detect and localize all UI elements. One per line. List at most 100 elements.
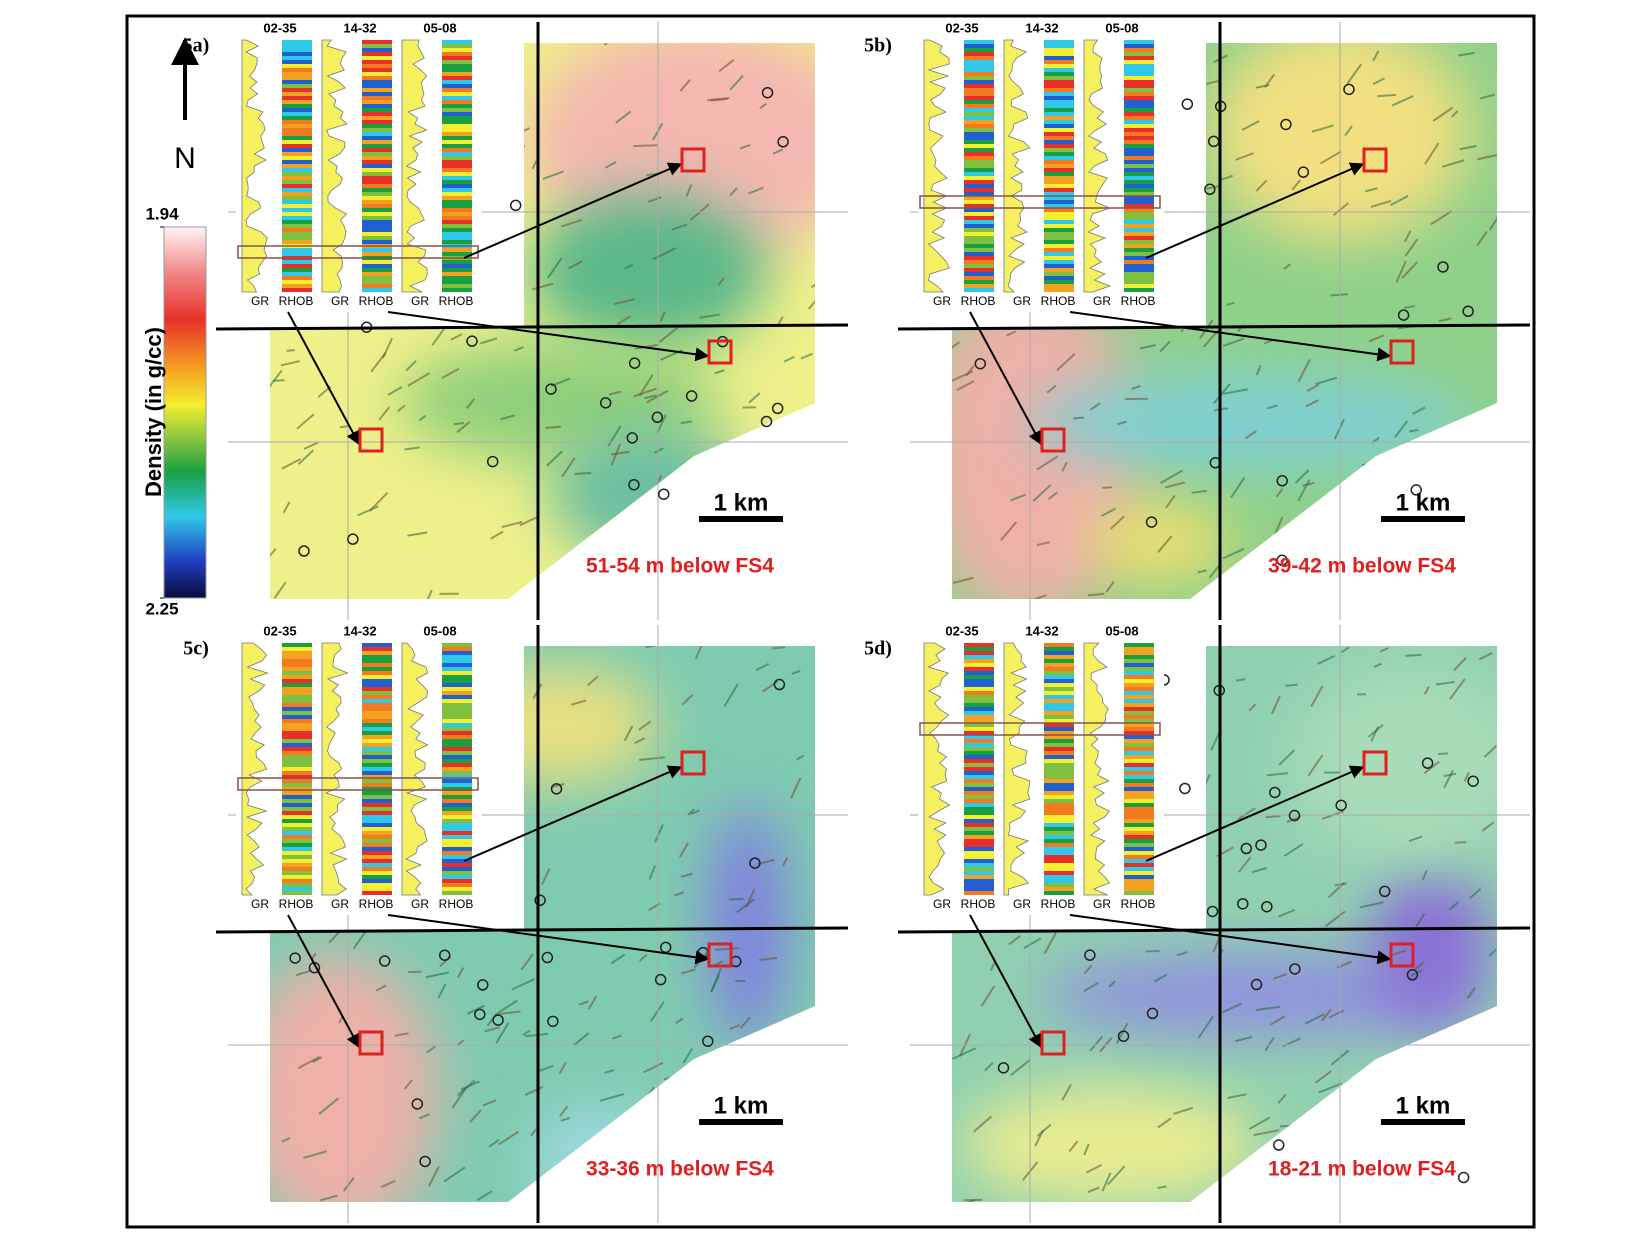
rhob-band [1124, 228, 1154, 232]
map-streak [1159, 469, 1184, 484]
rhob-band [1044, 879, 1074, 883]
rhob-band [964, 791, 994, 795]
rhob-band [964, 723, 994, 727]
rhob-band [442, 799, 472, 803]
rhob-band [362, 204, 392, 208]
map-streak [1310, 685, 1324, 708]
rhob-band [1124, 723, 1154, 727]
map-streak [469, 1109, 482, 1123]
rhob-band [362, 144, 392, 148]
map-streak [1330, 537, 1342, 549]
map-streak [1197, 569, 1207, 574]
rhob-band [362, 651, 392, 655]
map-streak [1247, 584, 1264, 589]
rhob-band [362, 695, 392, 699]
map-streak [378, 406, 390, 421]
map-streak [1266, 404, 1279, 410]
rhob-band [1124, 276, 1154, 280]
well-symbol [761, 86, 774, 99]
map-streak [1347, 1140, 1359, 1153]
well-symbol [773, 678, 786, 691]
rhob-band [442, 727, 472, 731]
rhob-band [1124, 679, 1154, 683]
map-streak [1320, 1008, 1333, 1022]
rhob-band [282, 659, 312, 663]
map-streak [1108, 980, 1116, 988]
rhob-band [1124, 807, 1154, 811]
rhob-band [442, 691, 472, 695]
panel: 02-35 GR RHOB 14-32 GR RHOB 05-08 GR RHOB 5c) 1 km… [183, 623, 849, 1223]
well-symbol [1410, 484, 1422, 496]
map-streak [648, 534, 657, 546]
well-symbol [1457, 1171, 1470, 1184]
rhob-band [1044, 88, 1074, 92]
colorbar-title: Density (in g/cc) [141, 327, 166, 497]
rhob-band [362, 771, 392, 775]
rhob-band [282, 811, 312, 815]
rhob-band [964, 156, 994, 160]
map-streak [741, 595, 764, 599]
rhob-band [1044, 671, 1074, 675]
rhob-band [964, 671, 994, 675]
rhob-band [1124, 659, 1154, 663]
map-streak [1010, 493, 1026, 502]
rhob-band [362, 132, 392, 136]
track-label: GR [1093, 897, 1111, 911]
map-streak [1223, 388, 1248, 395]
rhob-band [964, 172, 994, 176]
map-streak [1469, 888, 1482, 899]
map-streak [1354, 521, 1374, 525]
rhob-band [964, 260, 994, 264]
map-streak [1131, 385, 1141, 390]
rhob-band [964, 751, 994, 755]
well-arrow [387, 914, 710, 965]
map-streak [807, 1166, 815, 1169]
rhob-band [964, 108, 994, 112]
map-streak [759, 102, 768, 110]
rhob-band [442, 248, 472, 252]
map-streak [774, 533, 799, 539]
rhob-band [1044, 771, 1074, 775]
map-streak [1285, 683, 1298, 687]
well-symbol [1437, 261, 1449, 273]
well-symbol [1117, 1030, 1130, 1042]
map-streak [773, 43, 784, 44]
map-streak [1173, 1106, 1194, 1115]
map-streak [1046, 384, 1057, 394]
rhob-band [362, 747, 392, 751]
rhob-band [1124, 843, 1154, 847]
well-symbol [1276, 475, 1288, 487]
rhob-band [282, 855, 312, 859]
map-streak [610, 443, 622, 466]
map-streak [613, 298, 635, 306]
map-streak [394, 1032, 409, 1037]
rhob-band [964, 112, 994, 116]
map-streak [1101, 507, 1117, 517]
depth-caption: 51-54 m below FS4 [586, 555, 774, 578]
rhob-band [362, 807, 392, 811]
rhob-band [1044, 707, 1074, 711]
rhob-band [1124, 144, 1154, 148]
rhob-band [1044, 108, 1074, 112]
rhob-band [442, 763, 472, 767]
rhob-band [964, 795, 994, 799]
rhob-band [1124, 727, 1154, 731]
map-streak [1346, 63, 1363, 85]
rhob-band [1124, 871, 1154, 875]
well-symbol [654, 973, 667, 986]
well-symbol [534, 894, 546, 907]
rhob-band [964, 48, 994, 52]
rhob-band [1044, 675, 1074, 679]
map-streak [443, 1166, 466, 1183]
rhob-band [362, 268, 392, 272]
rhob-band [442, 723, 472, 727]
rhob-band [282, 160, 312, 164]
well-arrow [287, 311, 360, 446]
rhob-band [1124, 771, 1154, 775]
rhob-band [1124, 651, 1154, 655]
map-streak [759, 956, 778, 961]
rhob-band [442, 643, 472, 647]
rhob-band [282, 56, 312, 60]
map-streak [745, 888, 756, 908]
panel-label: 5b) [864, 35, 892, 57]
